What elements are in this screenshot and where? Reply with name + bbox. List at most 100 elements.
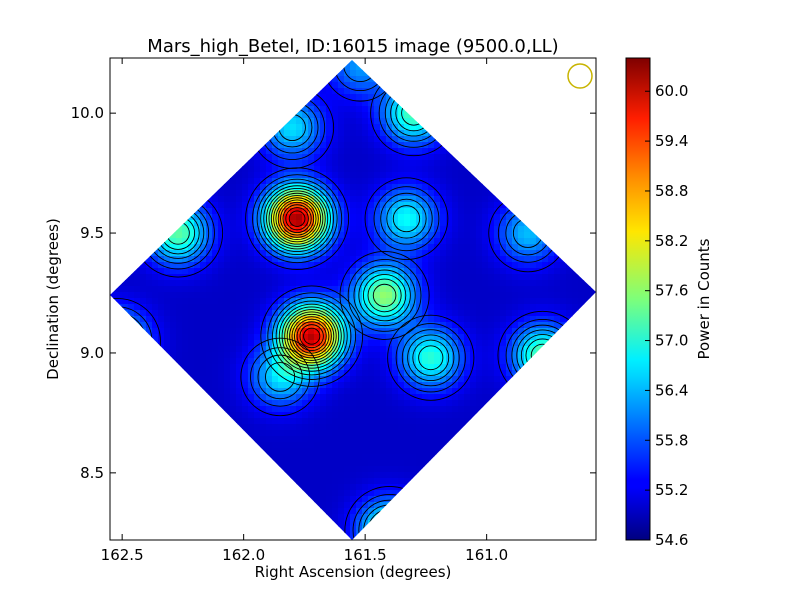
heatmap-cell	[320, 364, 327, 371]
heatmap-cell	[434, 172, 441, 179]
heatmap-cell	[314, 400, 321, 407]
heatmap-cell	[512, 340, 519, 347]
heatmap-cell	[500, 70, 507, 77]
heatmap-cell	[218, 226, 225, 233]
heatmap-cell	[548, 334, 555, 341]
heatmap-cell	[326, 322, 333, 329]
heatmap-cell	[308, 364, 315, 371]
heatmap-cell	[428, 256, 435, 263]
heatmap-cell	[116, 280, 123, 287]
heatmap-cell	[530, 214, 537, 221]
heatmap-cell	[212, 388, 219, 395]
heatmap-cell	[404, 112, 411, 119]
heatmap-cell	[206, 358, 213, 365]
heatmap-cell	[254, 142, 261, 149]
heatmap-cell	[380, 250, 387, 257]
heatmap-cell	[368, 358, 375, 365]
heatmap-cell	[338, 394, 345, 401]
heatmap-cell	[134, 166, 141, 173]
heatmap-cell	[188, 388, 195, 395]
heatmap-cell	[548, 202, 555, 209]
heatmap-cell	[152, 280, 159, 287]
heatmap-cell	[176, 328, 183, 335]
heatmap-cell	[380, 106, 387, 113]
heatmap-cell	[290, 244, 297, 251]
heatmap-cell	[530, 352, 537, 359]
heatmap-cell	[122, 238, 129, 245]
heatmap-cell	[572, 394, 579, 401]
heatmap-cell	[542, 70, 549, 77]
heatmap-cell	[584, 256, 591, 263]
heatmap-cell	[272, 358, 279, 365]
heatmap-cell	[194, 178, 201, 185]
heatmap-cell	[224, 364, 231, 371]
heatmap-cell	[530, 292, 537, 299]
heatmap-cell	[446, 418, 453, 425]
heatmap-cell	[272, 70, 279, 77]
heatmap-cell	[566, 298, 573, 305]
heatmap-cell	[470, 130, 477, 137]
heatmap-cell	[260, 196, 267, 203]
heatmap-cell	[194, 268, 201, 275]
heatmap-cell	[548, 274, 555, 281]
heatmap-cell	[296, 364, 303, 371]
heatmap-cell	[332, 142, 339, 149]
heatmap-cell	[398, 196, 405, 203]
heatmap-cell	[554, 214, 561, 221]
heatmap-cell	[188, 154, 195, 161]
heatmap-cell	[230, 184, 237, 191]
heatmap-cell	[188, 268, 195, 275]
heatmap-cell	[254, 418, 261, 425]
heatmap-cell	[470, 382, 477, 389]
heatmap-cell	[368, 274, 375, 281]
heatmap-cell	[122, 370, 129, 377]
heatmap-cell	[224, 178, 231, 185]
heatmap-cell	[554, 220, 561, 227]
heatmap-cell	[350, 298, 357, 305]
heatmap-cell	[236, 316, 243, 323]
heatmap-cell	[560, 60, 567, 65]
heatmap-cell	[314, 172, 321, 179]
heatmap-cell	[356, 238, 363, 245]
heatmap-cell	[254, 112, 261, 119]
heatmap-cell	[182, 304, 189, 311]
heatmap-cell	[428, 136, 435, 143]
heatmap-cell	[572, 190, 579, 197]
heatmap-cell	[416, 154, 423, 161]
heatmap-cell	[272, 160, 279, 167]
heatmap-cell	[392, 82, 399, 89]
heatmap-cell	[428, 316, 435, 323]
heatmap-cell	[398, 388, 405, 395]
heatmap-cell	[440, 220, 447, 227]
heatmap-cell	[368, 148, 375, 155]
heatmap-cell	[512, 160, 519, 167]
heatmap-cell	[542, 262, 549, 269]
heatmap-cell	[242, 352, 249, 359]
heatmap-cell	[440, 208, 447, 215]
heatmap-cell	[326, 88, 333, 95]
heatmap-cell	[272, 328, 279, 335]
heatmap-cell	[398, 244, 405, 251]
heatmap-cell	[494, 382, 501, 389]
heatmap-cell	[140, 172, 147, 179]
heatmap-cell	[158, 202, 165, 209]
heatmap-cell	[452, 310, 459, 317]
heatmap-cell	[440, 268, 447, 275]
heatmap-cell	[398, 328, 405, 335]
heatmap-cell	[506, 100, 513, 107]
heatmap-cell	[296, 142, 303, 149]
heatmap-cell	[488, 148, 495, 155]
heatmap-cell	[308, 418, 315, 425]
heatmap-cell	[380, 418, 387, 425]
heatmap-cell	[458, 172, 465, 179]
heatmap-cell	[314, 370, 321, 377]
heatmap-cell	[440, 310, 447, 317]
heatmap-cell	[344, 154, 351, 161]
heatmap-cell	[302, 340, 309, 347]
heatmap-cell	[254, 412, 261, 419]
heatmap-cell	[152, 118, 159, 125]
heatmap-cell	[158, 232, 165, 239]
heatmap-cell	[332, 70, 339, 77]
heatmap-cell	[404, 334, 411, 341]
heatmap-cell	[122, 148, 129, 155]
